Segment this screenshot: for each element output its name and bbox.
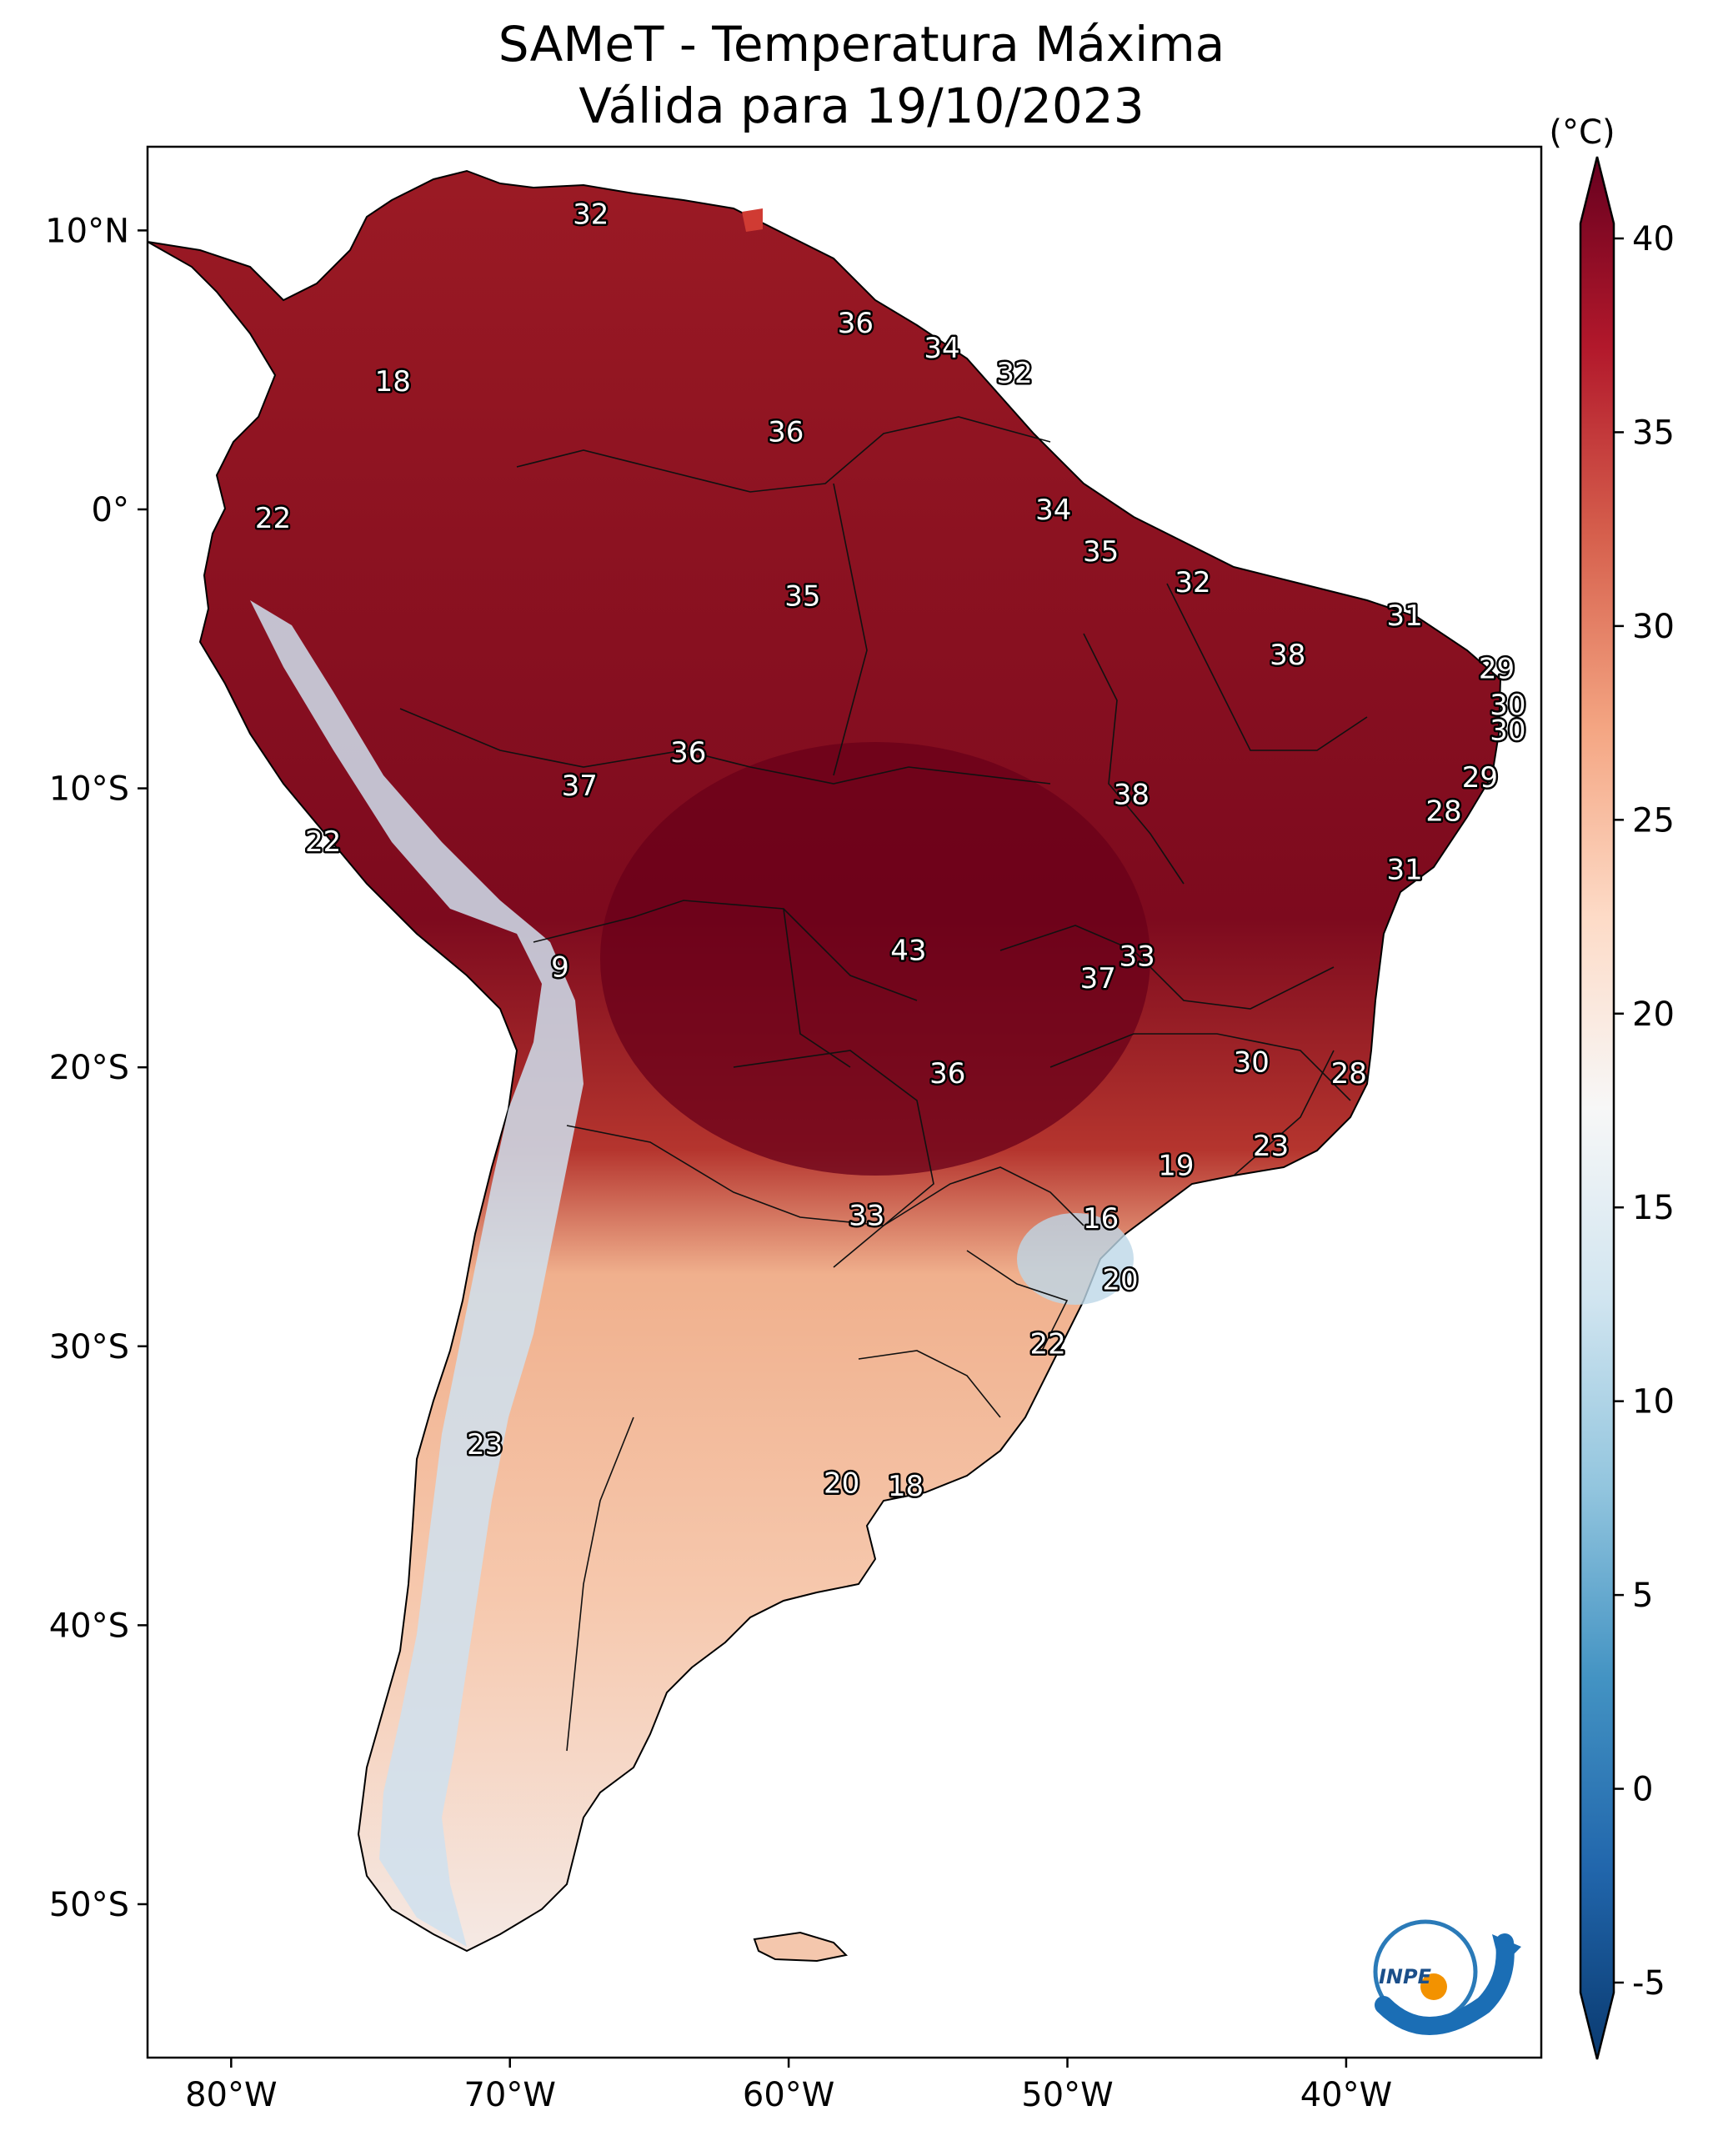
lon-tick-label: 40°W	[1300, 2076, 1392, 2114]
lon-tick-label: 80°W	[185, 2076, 277, 2114]
inpe-logo: INPE	[1373, 1919, 1521, 2035]
south-brazil-cool-patch	[1017, 1213, 1134, 1305]
temperature-label: 31	[1387, 599, 1423, 633]
colorbar-unit-label: (°C)	[1549, 113, 1615, 152]
colorbar-tick-label: 30	[1632, 608, 1675, 646]
andes-cool-band	[250, 600, 584, 1947]
chart-title-line2: Válida para 19/10/2023	[579, 78, 1144, 134]
temperature-label: 16	[1083, 1202, 1119, 1236]
temperature-label: 33	[1119, 940, 1155, 973]
temperature-label: 22	[1029, 1327, 1065, 1361]
colorbar-ticks: -5 0 5 10 15 20 25 30 35 40	[1614, 220, 1675, 2003]
colorbar-tick-label: 15	[1632, 1189, 1675, 1227]
colorbar: -5 0 5 10 15 20 25 30 35 40 (°C)	[1549, 113, 1675, 2060]
temperature-label: 30	[1490, 689, 1525, 722]
temperature-label: 28	[1425, 795, 1461, 828]
temperature-label: 35	[1083, 535, 1119, 569]
temperature-label: 31	[1387, 854, 1423, 887]
lat-tick-label: 50°S	[49, 1886, 129, 1924]
temperature-label: 18	[888, 1470, 924, 1503]
inpe-logo-text: INPE	[1379, 1965, 1432, 1988]
chart-title-line1: SAMeT - Temperatura Máxima	[498, 16, 1225, 73]
temperature-label: 20	[1102, 1263, 1138, 1296]
map-frame	[146, 145, 1543, 2059]
colorbar-tick-label: 5	[1632, 1577, 1653, 1615]
lat-tick-label: 30°S	[49, 1328, 129, 1366]
temperature-label: 33	[849, 1200, 884, 1233]
temperature-label: 37	[1080, 962, 1116, 995]
colorbar-tick-label: 20	[1632, 995, 1675, 1034]
colorbar-tick-label: 0	[1632, 1771, 1653, 1809]
lat-tick-label: 20°S	[49, 1049, 129, 1087]
temperature-label: 23	[467, 1428, 503, 1462]
lon-tick-label: 50°W	[1021, 2076, 1113, 2114]
lon-tick-label: 60°W	[743, 2076, 834, 2114]
temperature-label: 9	[551, 951, 569, 985]
temperature-label: 30	[1234, 1045, 1270, 1079]
lat-tick-label: 40°S	[49, 1607, 129, 1645]
colorbar-body	[1579, 156, 1615, 2060]
temperature-label: 36	[838, 307, 874, 340]
temperature-label: 36	[670, 736, 706, 770]
temperature-label: 32	[1175, 566, 1210, 599]
temperature-label: 38	[1270, 639, 1305, 672]
temperature-label: 19	[1158, 1149, 1194, 1182]
lon-tick-label: 70°W	[463, 2076, 555, 2114]
colorbar-tick-label: 25	[1632, 801, 1675, 840]
temperature-label: 18	[375, 365, 411, 399]
colorbar-tick-label: 35	[1632, 414, 1675, 452]
temperature-label: 30	[1490, 714, 1525, 747]
falkland-islands	[753, 1931, 849, 1963]
hot-core-region	[600, 742, 1150, 1176]
temperature-label: 22	[305, 825, 341, 859]
colorbar-tick-label: 10	[1632, 1383, 1675, 1421]
lat-tick-label: 10°N	[45, 212, 129, 250]
temperature-label: 29	[1462, 761, 1498, 795]
temperature-label: 20	[824, 1467, 859, 1501]
longitude-axis: 80°W 70°W 60°W 50°W 40°W	[185, 2058, 1392, 2114]
temperature-label: 32	[573, 198, 609, 231]
colorbar-tick-label: -5	[1632, 1964, 1665, 2003]
temperature-label: 34	[924, 332, 959, 365]
temperature-label: 43	[890, 935, 926, 968]
temperature-label: 32	[996, 357, 1032, 390]
country-borders	[399, 416, 1368, 1752]
lat-tick-label: 10°S	[49, 770, 129, 809]
temperature-label: 34	[1035, 494, 1071, 527]
temperature-label: 29	[1479, 653, 1515, 686]
lat-tick-label: 0°	[92, 491, 129, 529]
temperature-label: 36	[768, 415, 804, 449]
temperature-label: 37	[562, 770, 598, 803]
temperature-label: 23	[1253, 1130, 1289, 1163]
colorbar-tick-label: 40	[1632, 220, 1675, 258]
temperature-label: 38	[1114, 778, 1150, 811]
temperature-label: 22	[255, 502, 291, 535]
temperature-label: 28	[1331, 1057, 1367, 1091]
temperature-label: 36	[929, 1057, 965, 1091]
temperature-label: 35	[784, 580, 820, 614]
latitude-axis: 10°N 0° 10°S 20°S 30°S 40°S 50°S	[45, 212, 148, 1924]
trinidad-island	[742, 208, 763, 232]
